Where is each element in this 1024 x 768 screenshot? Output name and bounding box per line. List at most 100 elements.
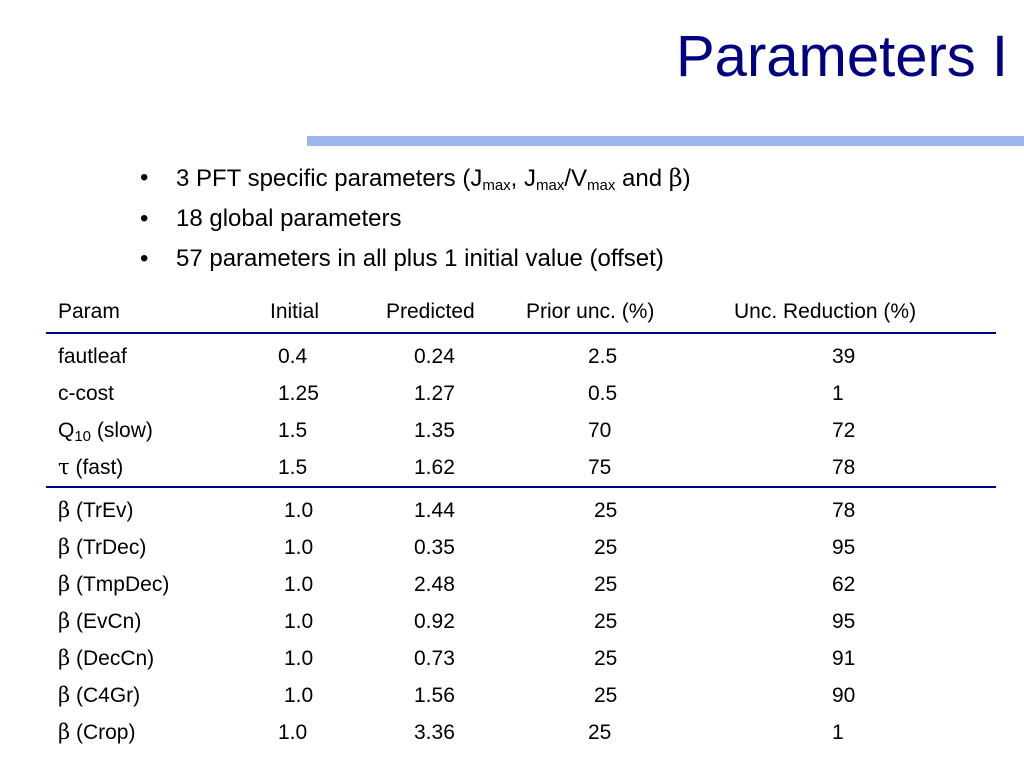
param-rest: (Crop) bbox=[70, 721, 136, 744]
cell-value: 0.5 bbox=[588, 381, 618, 405]
cell-predicted: 0.73 bbox=[386, 640, 526, 677]
cell-value: 1.0 bbox=[284, 646, 314, 670]
cell-value: 1.0 bbox=[284, 572, 314, 596]
cell-predicted: 3.36 bbox=[386, 714, 526, 751]
cell-prior: 25 bbox=[526, 714, 734, 751]
cell-value: 25 bbox=[594, 535, 618, 559]
subscript: max bbox=[587, 177, 616, 194]
cell-param: Q10 (slow) bbox=[46, 412, 270, 449]
table-row: β (EvCn) 1.0 0.92 25 95 bbox=[46, 603, 996, 640]
table-row: τ (fast) 1.5 1.62 75 78 bbox=[46, 449, 996, 487]
cell-param: β (DecCn) bbox=[46, 640, 270, 677]
param-base: Q bbox=[58, 418, 75, 442]
cell-initial: 1.0 bbox=[270, 529, 386, 566]
cell-prior: 25 bbox=[526, 640, 734, 677]
cell-initial: 1.5 bbox=[270, 449, 386, 487]
cell-predicted: 2.48 bbox=[386, 566, 526, 603]
cell-value: 1 bbox=[832, 720, 844, 744]
cell-initial: 0.4 bbox=[270, 332, 386, 375]
cell-value: 70 bbox=[588, 418, 612, 442]
cell-param: fautleaf bbox=[46, 332, 270, 375]
cell-value: 62 bbox=[832, 572, 856, 596]
table-row: β (TrDec) 1.0 0.35 25 95 bbox=[46, 529, 996, 566]
subscript: max bbox=[536, 177, 565, 194]
cell-value: 95 bbox=[832, 609, 856, 633]
cell-prior: 75 bbox=[526, 449, 734, 487]
header-predicted: Predicted bbox=[386, 300, 475, 323]
beta-symbol: β bbox=[58, 609, 71, 633]
bullet-list: • 3 PFT specific parameters (Jmax, Jmax/… bbox=[140, 158, 691, 279]
cell-reduction: 90 bbox=[734, 677, 996, 714]
cell-value: 1.0 bbox=[284, 498, 314, 522]
cell-value: 2.5 bbox=[588, 344, 618, 368]
cell-prior: 70 bbox=[526, 412, 734, 449]
parameters-table: Param Initial Predicted Prior unc. (%) U… bbox=[46, 292, 996, 751]
cell-param: c-cost bbox=[58, 381, 115, 405]
cell-value: 1.5 bbox=[278, 455, 308, 479]
table-row: β (DecCn) 1.0 0.73 25 91 bbox=[46, 640, 996, 677]
cell-initial: 1.25 bbox=[270, 375, 386, 412]
cell-predicted: 1.27 bbox=[386, 375, 526, 412]
bullet-item-global: • 18 global parameters bbox=[140, 199, 691, 239]
slide-title: Parameters I bbox=[676, 24, 1008, 89]
table-body: fautleaf 0.4 0.24 2.5 39 c-cost 1.25 1.2… bbox=[46, 332, 996, 751]
cell-value: 1 bbox=[832, 381, 844, 405]
cell-prior: 0.5 bbox=[526, 375, 734, 412]
subscript: 10 bbox=[74, 427, 92, 445]
cell-value: 0.24 bbox=[414, 344, 455, 368]
cell-initial: 1.0 bbox=[270, 640, 386, 677]
cell-value: 1.0 bbox=[284, 535, 314, 559]
title-accent-bar bbox=[307, 136, 1024, 146]
cell-value: 1.0 bbox=[278, 720, 308, 744]
cell-value: 3.36 bbox=[414, 720, 455, 744]
cell-reduction: 62 bbox=[734, 566, 996, 603]
table-row: β (C4Gr) 1.0 1.56 25 90 bbox=[46, 677, 996, 714]
cell-value: 25 bbox=[594, 498, 618, 522]
param-rest: (TmpDec) bbox=[70, 573, 170, 596]
param-rest: (TrEv) bbox=[70, 499, 134, 522]
cell-value: 1.35 bbox=[414, 418, 455, 442]
cell-param: β (Crop) bbox=[46, 714, 270, 751]
cell-predicted: 1.56 bbox=[386, 677, 526, 714]
bullet-text: /V bbox=[564, 165, 588, 192]
cell-prior: 25 bbox=[526, 486, 734, 529]
param-rest: (DecCn) bbox=[70, 647, 155, 670]
bullet-text: , J bbox=[510, 165, 537, 192]
cell-value: 25 bbox=[594, 572, 618, 596]
cell-value: 91 bbox=[832, 646, 856, 670]
cell-param: β (TrDec) bbox=[46, 529, 270, 566]
bullet-dot-icon: • bbox=[140, 164, 149, 191]
cell-predicted: 1.44 bbox=[386, 486, 526, 529]
cell-initial: 1.0 bbox=[270, 486, 386, 529]
beta-symbol: β bbox=[58, 683, 71, 707]
table-row: β (TmpDec) 1.0 2.48 25 62 bbox=[46, 566, 996, 603]
cell-value: 78 bbox=[832, 498, 856, 522]
cell-value: 78 bbox=[832, 455, 856, 479]
bullet-text: ) bbox=[682, 165, 691, 192]
cell-value: 90 bbox=[832, 683, 856, 707]
tau-symbol: τ bbox=[58, 455, 70, 479]
header-reduction: Unc. Reduction (%) bbox=[734, 300, 917, 323]
cell-predicted: 1.62 bbox=[386, 449, 526, 487]
cell-value: 25 bbox=[594, 646, 618, 670]
beta-symbol: β bbox=[58, 720, 71, 744]
beta-symbol: β bbox=[58, 646, 71, 670]
table-row: Q10 (slow) 1.5 1.35 70 72 bbox=[46, 412, 996, 449]
cell-predicted: 0.35 bbox=[386, 529, 526, 566]
cell-value: 95 bbox=[832, 535, 856, 559]
bullet-item-total: • 57 parameters in all plus 1 initial va… bbox=[140, 239, 691, 279]
table-row: β (Crop) 1.0 3.36 25 1 bbox=[46, 714, 996, 751]
cell-value: 25 bbox=[594, 683, 618, 707]
cell-value: 75 bbox=[588, 455, 612, 479]
bullet-text: 3 PFT specific parameters (J bbox=[176, 165, 483, 192]
table-row: β (TrEv) 1.0 1.44 25 78 bbox=[46, 486, 996, 529]
cell-initial: 1.5 bbox=[270, 412, 386, 449]
header-param: Param bbox=[58, 300, 120, 323]
beta-symbol: β bbox=[58, 572, 71, 596]
cell-initial: 1.0 bbox=[270, 566, 386, 603]
cell-prior: 25 bbox=[526, 603, 734, 640]
cell-value: 1.0 bbox=[284, 609, 314, 633]
cell-value: 0.4 bbox=[278, 344, 308, 368]
cell-value: 1.0 bbox=[284, 683, 314, 707]
bullet-text: 57 parameters in all plus 1 initial valu… bbox=[176, 245, 664, 272]
